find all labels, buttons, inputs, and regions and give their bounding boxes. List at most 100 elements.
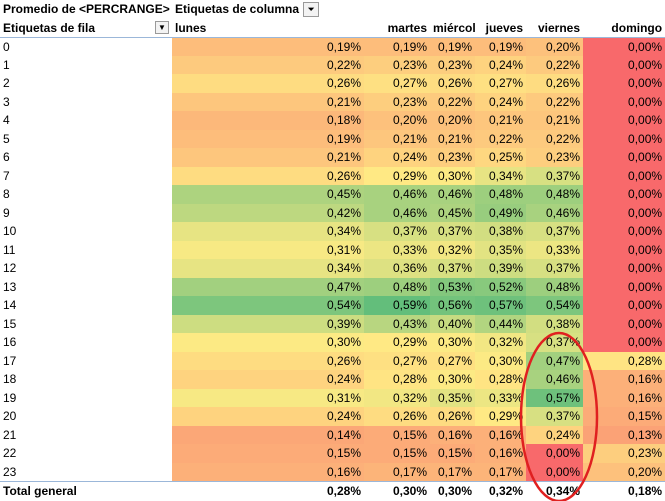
value-cell[interactable]: 0,15% — [364, 425, 430, 444]
row-label[interactable]: 6 — [3, 150, 10, 165]
value-cell[interactable]: 0,19% — [172, 37, 364, 56]
value-cell[interactable]: 0,16% — [583, 388, 665, 407]
value-cell[interactable]: 0,23% — [430, 148, 475, 167]
value-cell[interactable]: 0,15% — [430, 444, 475, 463]
value-cell[interactable]: 0,00% — [583, 166, 665, 185]
value-cell[interactable]: 0,39% — [172, 314, 364, 333]
value-cell[interactable]: 0,13% — [583, 425, 665, 444]
row-label[interactable]: 2 — [3, 76, 10, 91]
value-cell[interactable]: 0,57% — [475, 296, 526, 315]
value-cell[interactable]: 0,32% — [475, 333, 526, 352]
row-label[interactable]: 12 — [3, 261, 17, 276]
value-cell[interactable]: 0,26% — [526, 74, 583, 93]
value-cell[interactable]: 0,00% — [526, 444, 583, 463]
value-cell[interactable]: 0,19% — [172, 129, 364, 148]
value-cell[interactable]: 0,48% — [526, 277, 583, 296]
value-cell[interactable]: 0,26% — [430, 74, 475, 93]
value-cell[interactable]: 0,24% — [364, 148, 430, 167]
value-cell[interactable]: 0,15% — [172, 444, 364, 463]
value-cell[interactable]: 0,37% — [526, 166, 583, 185]
value-cell[interactable]: 0,00% — [526, 462, 583, 481]
value-cell[interactable]: 0,00% — [583, 240, 665, 259]
value-cell[interactable]: 0,27% — [364, 74, 430, 93]
value-cell[interactable]: 0,34% — [172, 259, 364, 278]
value-cell[interactable]: 0,30% — [430, 166, 475, 185]
dropdown-arrow-icon[interactable]: ▼ — [155, 20, 169, 34]
row-label[interactable]: 21 — [3, 427, 17, 442]
value-cell[interactable]: 0,33% — [475, 388, 526, 407]
value-cell[interactable]: 0,44% — [475, 314, 526, 333]
value-cell[interactable]: 0,00% — [583, 111, 665, 130]
value-cell[interactable]: 0,22% — [172, 55, 364, 74]
value-cell[interactable]: 0,25% — [475, 148, 526, 167]
value-cell[interactable]: 0,21% — [475, 111, 526, 130]
value-cell[interactable]: 0,56% — [430, 296, 475, 315]
value-cell[interactable]: 0,19% — [364, 37, 430, 56]
value-cell[interactable]: 0,19% — [430, 37, 475, 56]
value-cell[interactable]: 0,37% — [526, 333, 583, 352]
value-cell[interactable]: 0,24% — [172, 407, 364, 426]
value-cell[interactable]: 0,00% — [583, 277, 665, 296]
value-cell[interactable]: 0,27% — [364, 351, 430, 370]
row-label[interactable]: 13 — [3, 279, 17, 294]
column-header[interactable]: viernes — [526, 18, 583, 38]
value-cell[interactable]: 0,39% — [475, 259, 526, 278]
value-cell[interactable]: 0,30% — [172, 333, 364, 352]
value-cell[interactable]: 0,22% — [526, 129, 583, 148]
value-cell[interactable]: 0,34% — [172, 222, 364, 241]
value-cell[interactable]: 0,48% — [364, 277, 430, 296]
value-cell[interactable]: 0,26% — [430, 407, 475, 426]
value-cell[interactable]: 0,46% — [430, 185, 475, 204]
value-cell[interactable]: 0,23% — [583, 444, 665, 463]
value-cell[interactable]: 0,16% — [583, 370, 665, 389]
row-label[interactable]: 16 — [3, 335, 17, 350]
value-cell[interactable]: 0,20% — [583, 462, 665, 481]
value-cell[interactable]: 0,26% — [364, 407, 430, 426]
row-label[interactable]: 17 — [3, 353, 17, 368]
value-cell[interactable]: 0,48% — [475, 185, 526, 204]
value-cell[interactable]: 0,00% — [583, 185, 665, 204]
value-cell[interactable]: 0,37% — [430, 222, 475, 241]
value-cell[interactable]: 0,31% — [172, 388, 364, 407]
grand-total-cell[interactable]: 0,32% — [475, 480, 526, 500]
row-label[interactable]: 11 — [3, 242, 16, 257]
value-cell[interactable]: 0,22% — [526, 55, 583, 74]
value-cell[interactable]: 0,52% — [475, 277, 526, 296]
value-cell[interactable]: 0,22% — [526, 92, 583, 111]
row-label[interactable]: 5 — [3, 131, 10, 146]
row-label[interactable]: 9 — [3, 205, 10, 220]
value-cell[interactable]: 0,15% — [364, 444, 430, 463]
value-cell[interactable]: 0,42% — [172, 203, 364, 222]
value-cell[interactable]: 0,00% — [583, 92, 665, 111]
grand-total-label[interactable]: Total general — [0, 480, 172, 500]
value-cell[interactable]: 0,37% — [526, 222, 583, 241]
value-cell[interactable]: 0,30% — [430, 370, 475, 389]
value-cell[interactable]: 0,45% — [172, 185, 364, 204]
grand-total-cell[interactable]: 0,18% — [583, 480, 665, 500]
value-cell[interactable]: 0,00% — [583, 314, 665, 333]
value-cell[interactable]: 0,00% — [583, 333, 665, 352]
value-cell[interactable]: 0,24% — [475, 92, 526, 111]
value-cell[interactable]: 0,20% — [364, 111, 430, 130]
value-cell[interactable]: 0,47% — [526, 351, 583, 370]
value-cell[interactable]: 0,46% — [526, 370, 583, 389]
column-header[interactable]: miércoles — [430, 18, 475, 38]
value-cell[interactable]: 0,20% — [526, 37, 583, 56]
value-cell[interactable]: 0,45% — [430, 203, 475, 222]
value-cell[interactable]: 0,36% — [364, 259, 430, 278]
value-cell[interactable]: 0,18% — [172, 111, 364, 130]
value-cell[interactable]: 0,16% — [430, 425, 475, 444]
value-cell[interactable]: 0,21% — [430, 129, 475, 148]
value-cell[interactable]: 0,23% — [430, 55, 475, 74]
value-cell[interactable]: 0,37% — [364, 222, 430, 241]
value-cell[interactable]: 0,53% — [430, 277, 475, 296]
value-cell[interactable]: 0,15% — [583, 407, 665, 426]
row-label[interactable]: 3 — [3, 94, 10, 109]
value-cell[interactable]: 0,26% — [172, 166, 364, 185]
value-cell[interactable]: 0,37% — [526, 259, 583, 278]
value-cell[interactable]: 0,17% — [430, 462, 475, 481]
value-cell[interactable]: 0,34% — [475, 166, 526, 185]
grand-total-cell[interactable]: 0,34% — [526, 480, 583, 500]
value-cell[interactable]: 0,21% — [526, 111, 583, 130]
row-labels-header[interactable]: Etiquetas de fila ▼ — [0, 18, 172, 38]
